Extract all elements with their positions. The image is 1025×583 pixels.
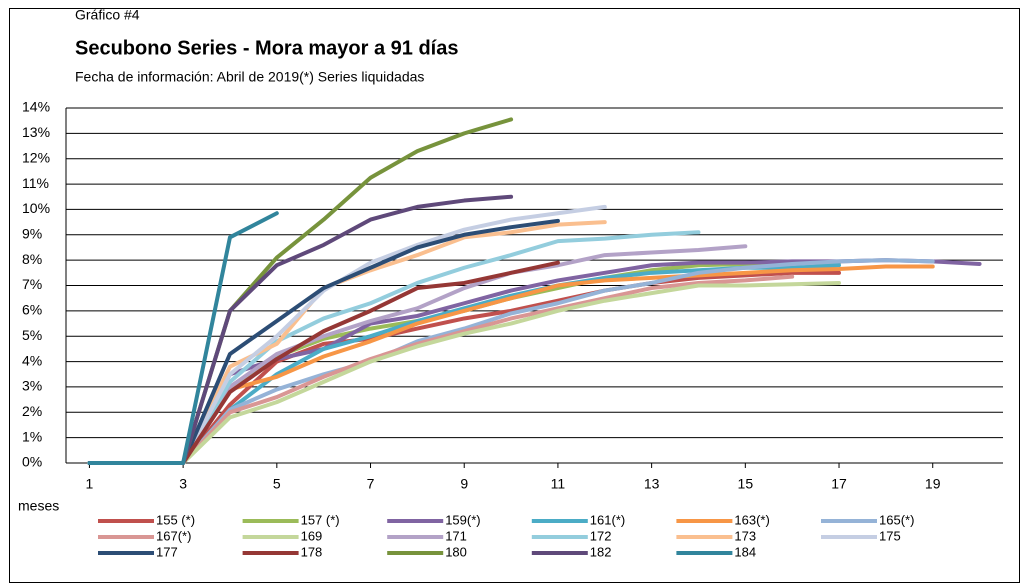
chart-subtitle: Fecha de información: Abril de 2019(*) S…: [75, 69, 424, 85]
legend-label: 159(*): [445, 512, 480, 527]
legend-label: 161(*): [590, 512, 625, 527]
legend-label: 167(*): [156, 528, 191, 543]
y-tick-label: 2%: [22, 403, 42, 419]
chart-label: Gráfico #4: [75, 7, 140, 23]
legend-label: 175: [879, 528, 901, 543]
legend-label: 163(*): [734, 512, 769, 527]
legend-label: 169: [301, 528, 323, 543]
y-tick-label: 6%: [22, 302, 42, 318]
legend-label: 165(*): [879, 512, 914, 527]
legend-label: 180: [445, 544, 467, 559]
series-line: [87, 280, 842, 465]
y-tick-label: 3%: [22, 378, 42, 394]
x-tick-label: 15: [738, 476, 754, 492]
series-line: [87, 211, 279, 465]
legend-label: 157 (*): [301, 512, 340, 527]
y-tick-label: 13%: [22, 124, 50, 140]
x-tick-label: 9: [460, 476, 468, 492]
series-line: [87, 258, 935, 465]
legend-label: 155 (*): [156, 512, 195, 527]
legend-label: 177: [156, 544, 178, 559]
legend-label: 178: [301, 544, 323, 559]
x-axis-label: meses: [18, 498, 59, 514]
x-tick-label: 11: [551, 476, 566, 492]
legend-label: 182: [590, 544, 612, 559]
y-tick-label: 14%: [22, 99, 50, 115]
y-tick-label: 4%: [22, 352, 42, 368]
y-tick-label: 10%: [22, 200, 50, 216]
legend-label: 184: [734, 544, 756, 559]
x-tick-label: 19: [925, 476, 941, 492]
y-tick-label: 11%: [22, 175, 49, 191]
y-tick-label: 9%: [22, 225, 42, 241]
x-tick-label: 17: [831, 476, 847, 492]
y-tick-label: 0%: [22, 454, 42, 470]
legend-label: 173: [734, 528, 756, 543]
y-tick-label: 12%: [22, 149, 50, 165]
chart-title: Secubono Series - Mora mayor a 91 días: [75, 37, 458, 59]
legend-label: 172: [590, 528, 612, 543]
series-line: [87, 270, 842, 465]
x-tick-label: 5: [273, 476, 281, 492]
y-tick-label: 1%: [22, 428, 42, 444]
y-tick-label: 8%: [22, 251, 42, 267]
x-tick-label: 13: [644, 476, 660, 492]
legend-label: 171: [445, 528, 467, 543]
x-tick-label: 7: [367, 476, 375, 492]
y-tick-label: 7%: [22, 276, 42, 292]
x-tick-label: 1: [86, 476, 94, 492]
x-tick-label: 3: [179, 476, 187, 492]
y-tick-label: 5%: [22, 327, 42, 343]
